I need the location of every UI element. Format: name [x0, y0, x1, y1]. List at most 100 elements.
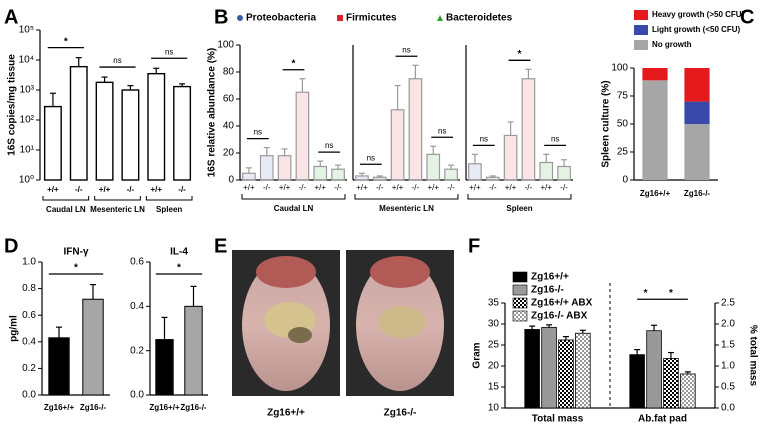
legend-swatch [634, 25, 648, 35]
x-tick-label: Zg16+/+ [149, 403, 180, 412]
x-tick-label: -/- [525, 183, 533, 192]
x-tick-label: Zg16+/+ [640, 189, 671, 198]
y-tick-label: 0.0 [22, 390, 36, 401]
panel-letter: F [468, 235, 480, 257]
x-tick-label: -/- [75, 185, 83, 194]
y-tick-label: 0.2 [130, 345, 144, 356]
bar [557, 165, 571, 181]
y2-tick-label: 1.5 [721, 340, 735, 351]
axis-label: pg/ml [9, 315, 20, 342]
bar-segment [684, 68, 710, 102]
y-tick-label: 0.8 [22, 283, 36, 294]
panel-letter: A [4, 6, 18, 28]
significance-label: ns [438, 126, 446, 135]
group-bracket [467, 194, 572, 200]
significance-label: ns [165, 47, 173, 56]
photo-organ [288, 327, 312, 343]
y-tick-label: 0.2 [22, 363, 36, 374]
x-tick-label: -/- [263, 183, 271, 192]
legend-label: Zg16+/+ ABX [531, 298, 593, 309]
axis-label: Gram [472, 342, 483, 368]
x-tick-label: -/- [489, 183, 497, 192]
y-tick-label: 40 [223, 121, 235, 132]
y-tick-label: 20 [223, 148, 235, 159]
bar [468, 163, 482, 181]
bar [575, 332, 591, 409]
x-tick-label: Zg16+/+ [44, 403, 75, 412]
bar-segment [642, 80, 668, 180]
bar [663, 358, 679, 409]
x-tick-label: +/+ [505, 183, 517, 192]
bar [521, 78, 536, 181]
significance-label: ns [367, 153, 375, 162]
x-tick-label: -/- [299, 183, 307, 192]
y-tick-label: 75 [617, 91, 629, 102]
x-tick-label: +/+ [392, 183, 404, 192]
y-tick-label: 60 [223, 94, 235, 105]
legend-swatch [512, 297, 528, 309]
y-tick-label: 35 [488, 298, 500, 309]
y2-tick-label: 1.0 [721, 361, 735, 372]
x-tick-label: -/- [412, 183, 420, 192]
group-bracket [354, 194, 459, 200]
x-tick-label: -/- [447, 183, 455, 192]
legend-swatch [634, 10, 648, 20]
significance-label: * [669, 288, 673, 299]
bar [69, 65, 88, 181]
x-tick-label: -/- [334, 183, 342, 192]
group-label: Caudal LN [46, 205, 86, 214]
photo-organ [370, 256, 430, 288]
group-label: Total mass [532, 414, 584, 425]
significance-label: * [64, 36, 68, 47]
legend-swatch [512, 310, 528, 322]
y2-tick-label: 2.5 [721, 298, 735, 309]
y2-tick-label: 2.0 [721, 319, 735, 330]
significance-label: ns [402, 45, 410, 54]
significance-label: ns [325, 141, 333, 150]
x-tick-label: +/+ [356, 183, 368, 192]
bar [82, 298, 104, 396]
y-tick-label: 100 [611, 63, 628, 74]
y-tick-label: 10⁴ [19, 55, 34, 66]
bar [295, 91, 310, 181]
y-tick-label: 0.6 [22, 310, 36, 321]
x-tick-label: +/+ [99, 185, 111, 194]
bar [184, 305, 203, 396]
bar [95, 81, 114, 181]
bar [680, 373, 696, 409]
y-tick-label: 10⁰ [19, 175, 34, 186]
y-tick-label: 25 [488, 340, 500, 351]
y-tick-label: 1.0 [22, 257, 36, 268]
panel-letter: C [740, 6, 754, 28]
bar [426, 153, 441, 181]
bar [558, 339, 574, 409]
x-tick-label: -/- [178, 185, 186, 194]
legend-swatch [634, 40, 648, 50]
significance-label: * [74, 263, 78, 274]
bar [331, 168, 345, 181]
legend-swatch [512, 271, 528, 283]
axis-label: Spleen culture (%) [601, 80, 612, 167]
axis-label: 16S relative abundance (%) [207, 48, 218, 178]
x-tick-label: +/+ [469, 183, 481, 192]
y-tick-label: 10¹ [20, 145, 35, 156]
significance-label: * [177, 263, 181, 274]
group-label: Spleen [156, 205, 182, 214]
group-bracket [145, 196, 193, 201]
bar [242, 172, 256, 181]
y-tick-label: 0.4 [130, 301, 144, 312]
y-tick-label: 20 [488, 361, 500, 372]
x-tick-label: -/- [127, 185, 135, 194]
panel-letter: B [214, 6, 228, 28]
y-tick-label: 10³ [20, 85, 35, 96]
x-tick-label: +/+ [243, 183, 255, 192]
y-tick-label: 0.6 [130, 257, 144, 268]
x-tick-label: Zg16-/- [684, 189, 711, 198]
legend-label: Heavy growth (>50 CFU) [652, 10, 745, 19]
group-label: Mesenteric LN [379, 204, 434, 213]
x-tick-label: Zg16-/- [80, 403, 107, 412]
y-tick-label: 80 [223, 67, 235, 78]
chart-title: IL-4 [170, 247, 188, 258]
